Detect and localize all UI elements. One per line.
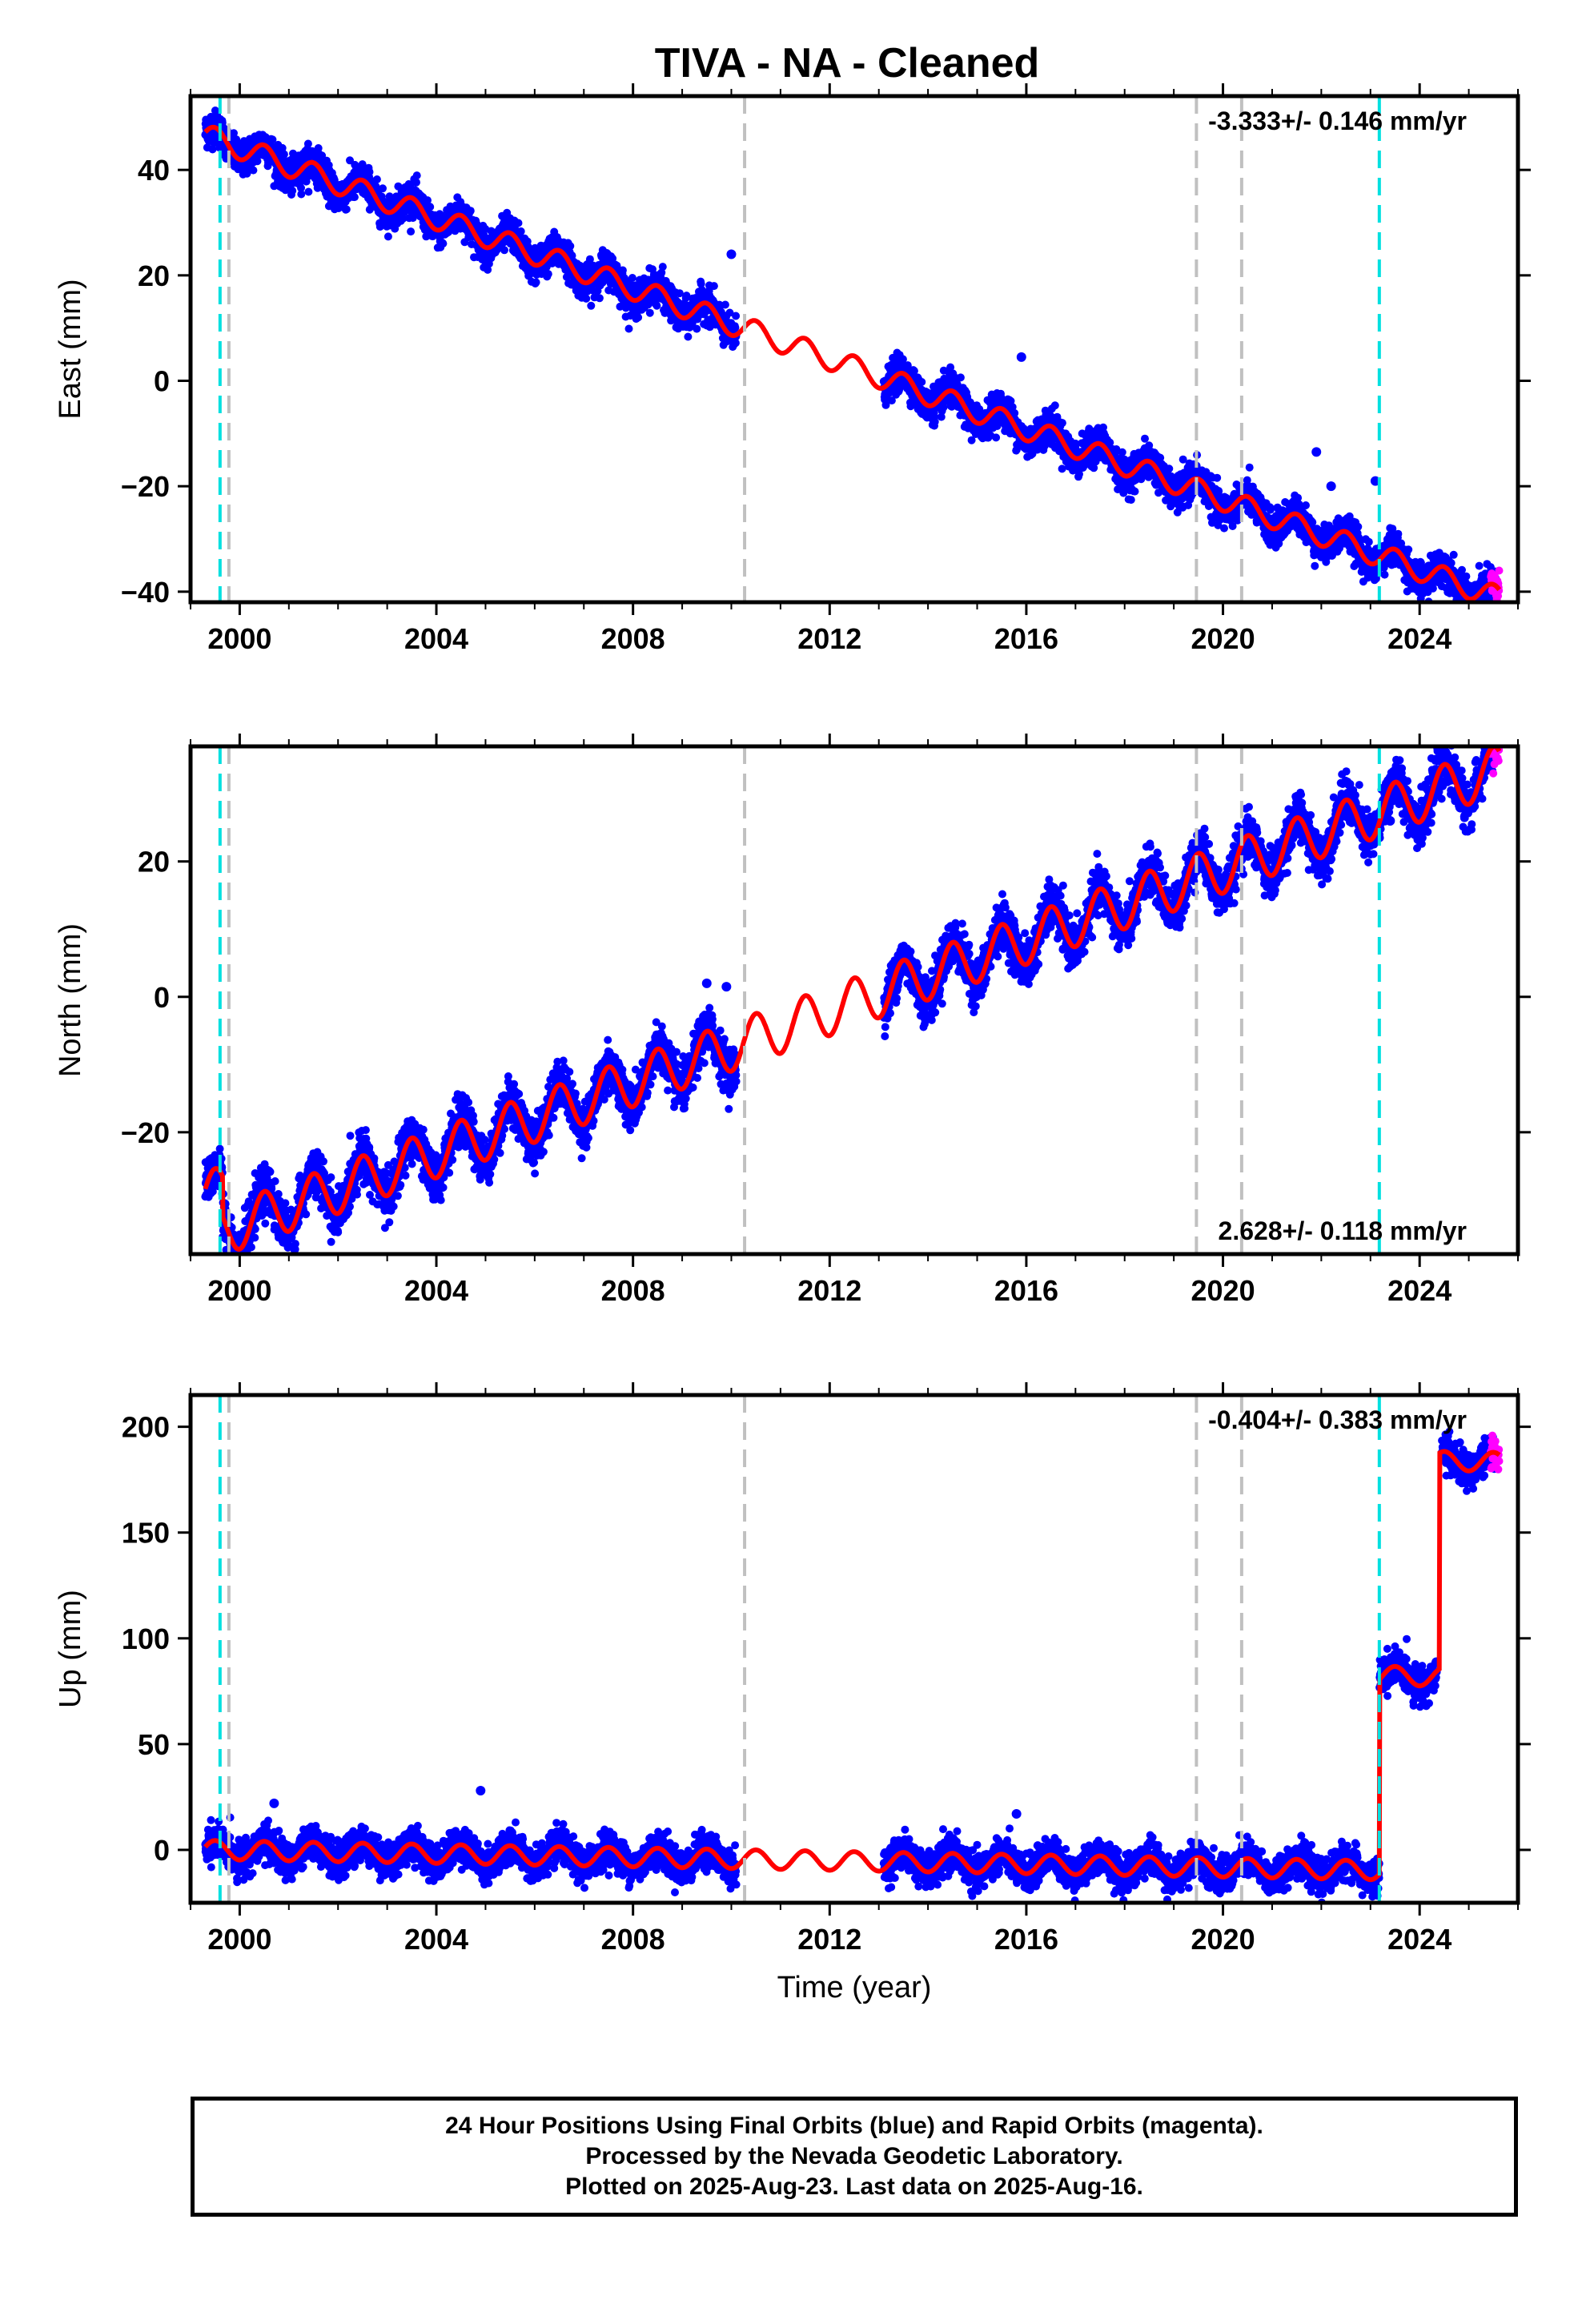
north-final-orbit-points [201,746,1500,1254]
x-tick-label: 2004 [404,622,468,655]
y-tick-label: −40 [121,576,170,609]
x-axis-label: Time (year) [777,1971,932,2004]
footer-box: 24 Hour Positions Using Final Orbits (bl… [191,2097,1518,2217]
x-tick-label: 2012 [797,622,861,655]
up-outlier-point [1011,1809,1022,1819]
x-tick-label: 2000 [207,1274,271,1307]
x-tick-label: 2008 [601,622,665,655]
x-tick-label: 2024 [1387,1274,1452,1307]
y-tick-label: 100 [122,1622,170,1655]
x-tick-label: 2020 [1191,1274,1255,1307]
east-outlier-point [1016,352,1026,362]
north-frame [188,744,1520,1256]
y-tick-label: 150 [122,1517,170,1550]
x-tick-label: 2024 [1387,1923,1452,1956]
footer-line-2: Processed by the Nevada Geodetic Laborat… [585,2143,1123,2169]
x-tick-label: 2000 [207,1923,271,1956]
x-tick-label: 2012 [797,1274,861,1307]
east-model-line [203,124,1502,602]
north-outlier-point [721,982,732,992]
up-panel: 2000 2004 2008 2012 2016 2020 2024 0 50 100 150 200… [54,1382,1531,2004]
y-tick-label: 50 [138,1728,170,1761]
footer-line-1: 24 Hour Positions Using Final Orbits (bl… [445,2113,1263,2139]
y-tick-label: −20 [121,1116,170,1149]
east-outlier-point [1326,481,1336,492]
x-tick-label: 2008 [601,1923,665,1956]
north-plot-area [201,746,1504,1254]
figure-title: TIVA - NA - Cleaned [655,40,1040,86]
up-y-axis-label: Up (mm) [54,1590,87,1708]
y-tick-label: 0 [154,365,170,398]
east-final-orbit-points [201,107,1500,602]
east-plot-area [201,107,1504,602]
up-final-orbit-points [201,1427,1500,1903]
x-tick-label: 2016 [994,622,1058,655]
x-tick-label: 2020 [1191,1923,1255,1956]
x-tick-label: 2008 [601,1274,665,1307]
north-y-axis-label: North (mm) [54,923,87,1077]
east-rate-label: -3.333+/- 0.146 mm/yr [1208,107,1467,135]
y-tick-label: 40 [138,154,170,187]
y-tick-label: 200 [122,1411,170,1444]
y-tick-label: 20 [138,259,170,292]
x-tick-label: 2012 [797,1923,861,1956]
y-tick-label: 0 [154,981,170,1014]
up-plot-area [201,1427,1504,1903]
east-y-axis-label: East (mm) [54,279,87,419]
east-frame [188,94,1520,605]
x-tick-label: 2000 [207,622,271,655]
east-outlier-point [1311,447,1322,457]
up-outlier-point [476,1785,486,1795]
x-tick-label: 2024 [1387,622,1452,655]
up-outlier-point [269,1798,279,1808]
north-outlier-point [701,978,712,988]
north-model-line [203,746,1502,1252]
y-tick-label: 20 [138,846,170,879]
east-panel: 2000 2004 2008 2012 2016 2020 2024 −40 −20 0 20 40 E… [54,83,1531,655]
north-rate-label: 2.628+/- 0.118 mm/yr [1219,1216,1467,1245]
x-tick-label: 2004 [404,1923,468,1956]
x-tick-label: 2016 [994,1923,1058,1956]
up-rate-label: -0.404+/- 0.383 mm/yr [1208,1405,1467,1434]
x-tick-label: 2020 [1191,622,1255,655]
east-outlier-point [726,249,737,259]
y-tick-label: 0 [154,1834,170,1867]
north-outlier-point [1385,815,1395,826]
y-tick-label: −20 [121,470,170,503]
up-frame [188,1393,1520,1905]
x-tick-label: 2016 [994,1274,1058,1307]
footer-line-3: Plotted on 2025-Aug-23. Last data on 202… [565,2173,1143,2200]
north-panel: 2000 2004 2008 2012 2016 2020 2024 −20 0 20 North … [54,734,1531,1307]
up-model-line [203,1449,1501,1883]
x-tick-label: 2004 [404,1274,468,1307]
